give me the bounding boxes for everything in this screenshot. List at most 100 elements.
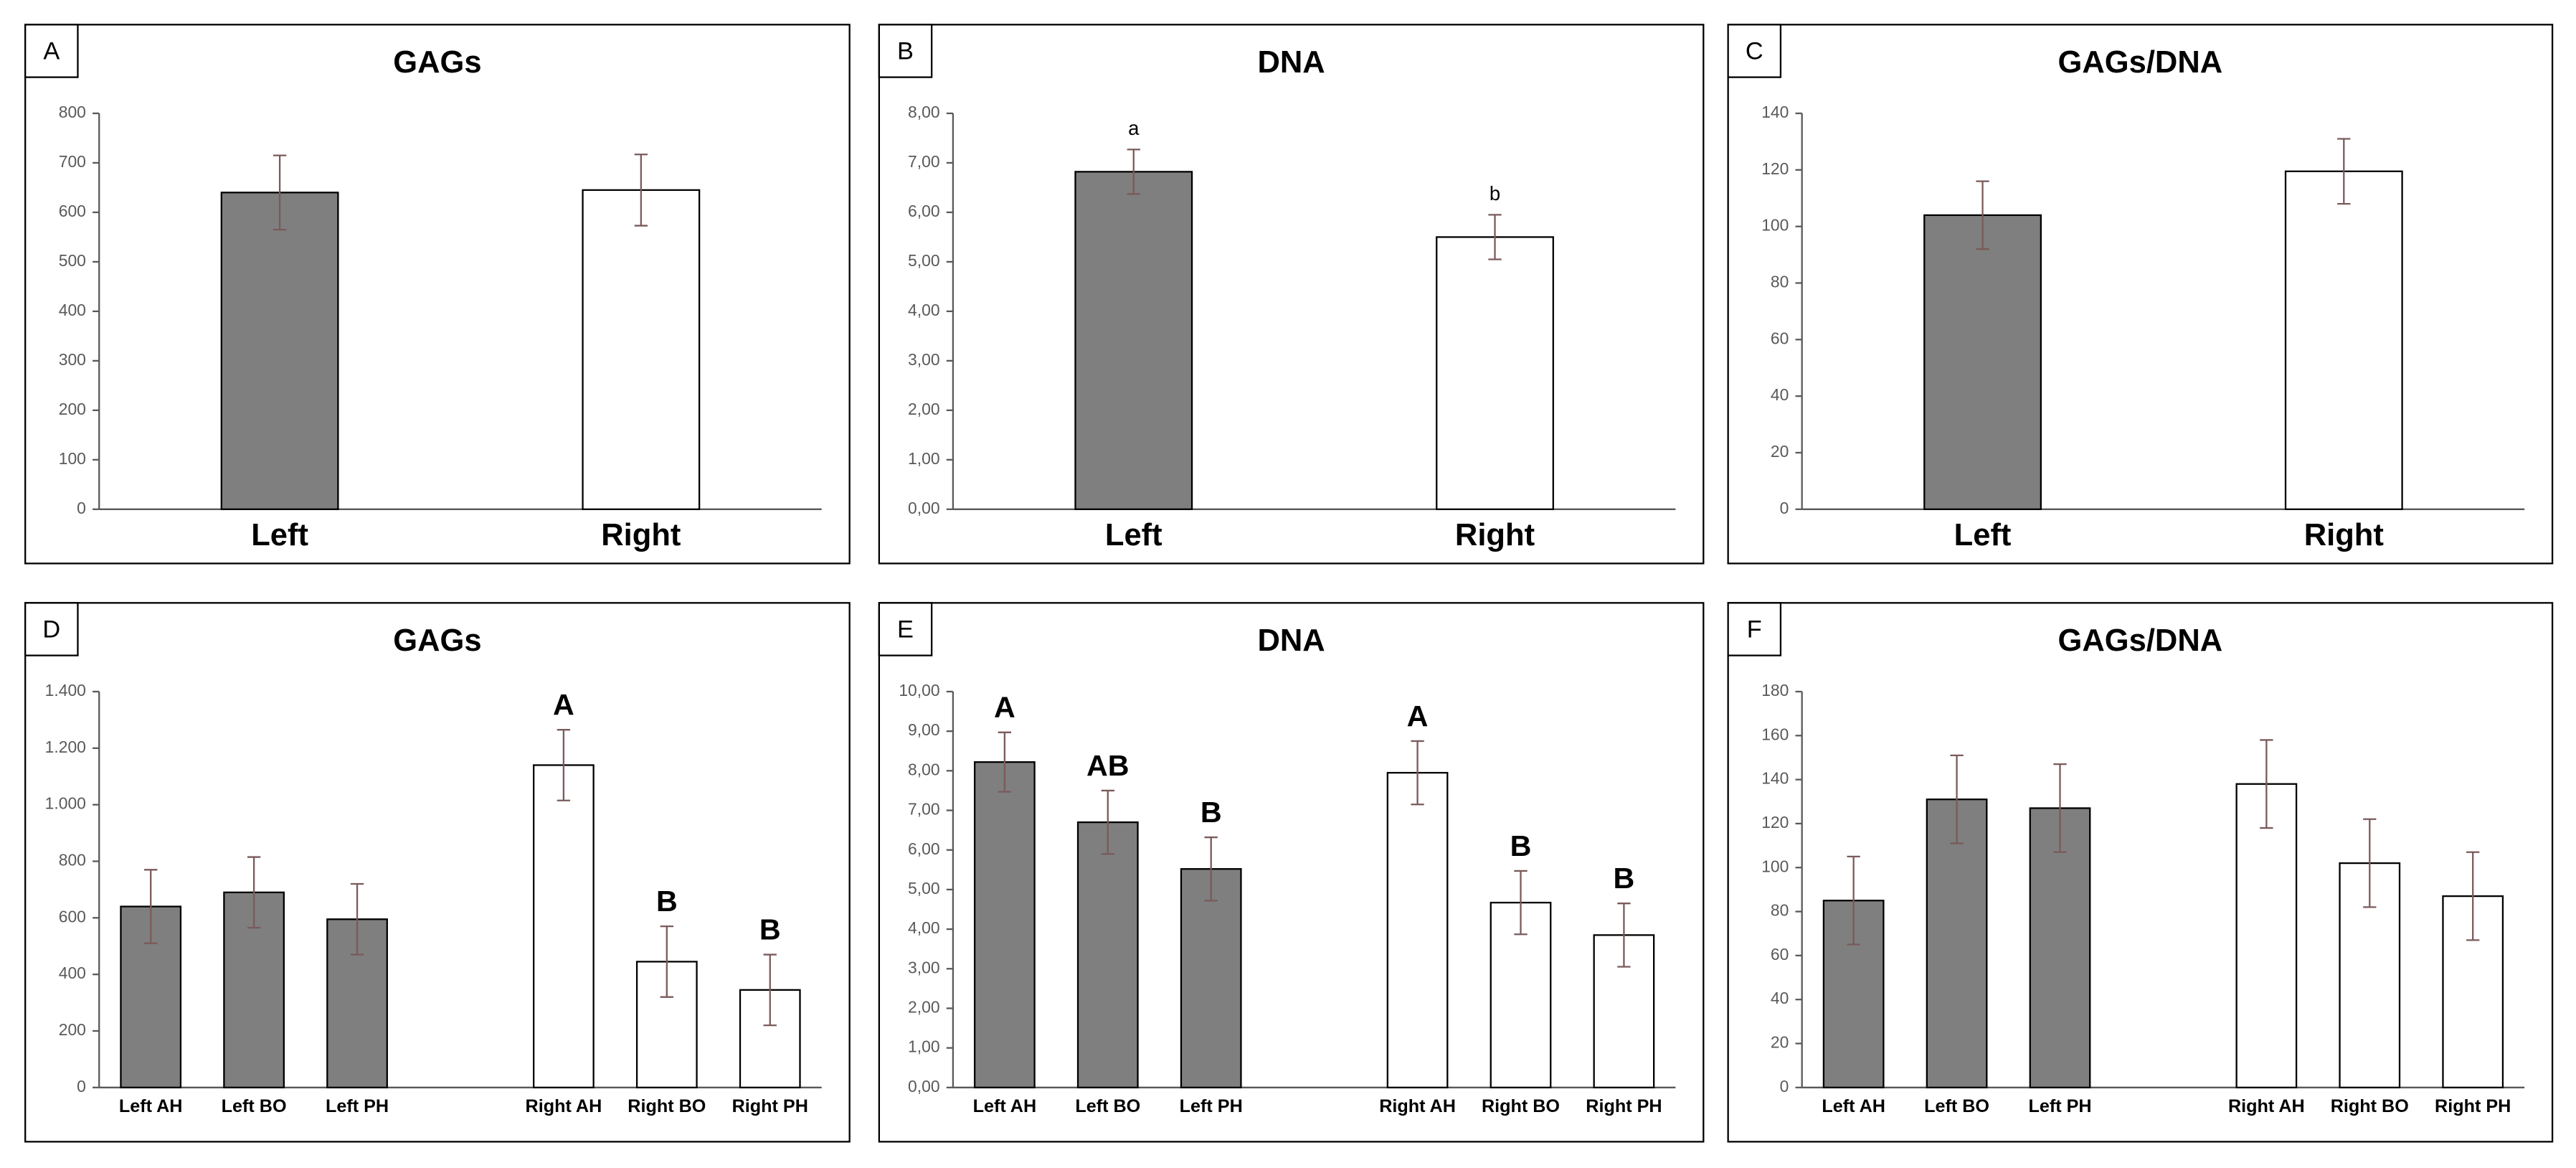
y-tick-label: 8,00 <box>908 760 940 778</box>
y-tick-label: 8,00 <box>908 103 940 121</box>
panel-frame <box>878 602 1705 1143</box>
y-tick-label: 160 <box>1761 725 1789 743</box>
panel-frame <box>24 24 851 565</box>
panel-letter: E <box>897 616 914 643</box>
y-tick-label: 5,00 <box>908 251 940 270</box>
significance-label: A <box>553 688 574 721</box>
error-bar <box>1950 754 1964 844</box>
significance-label: A <box>1407 700 1429 733</box>
y-tick-label: 600 <box>59 202 86 220</box>
bar <box>582 189 701 510</box>
y-tick-label: 4,00 <box>908 918 940 937</box>
bar <box>2235 783 2298 1088</box>
y-tick-label: 800 <box>59 103 86 121</box>
error-bar <box>1514 870 1528 936</box>
panel-frame <box>1727 24 2554 565</box>
error-bar <box>2337 138 2351 205</box>
y-tick-label: 20 <box>1771 442 1789 461</box>
significance-label: B <box>656 885 678 918</box>
x-tick-label: Left <box>1954 518 2012 552</box>
error-bar <box>350 882 364 956</box>
panel-letter: A <box>43 37 60 65</box>
y-tick-label: 200 <box>59 1020 86 1039</box>
bar <box>1923 214 2042 510</box>
error-bar <box>1101 789 1114 855</box>
x-tick-label: Right AH <box>2228 1096 2305 1116</box>
bar <box>1074 171 1193 510</box>
x-tick-label: Left PH <box>326 1096 389 1116</box>
significance-label: B <box>1614 862 1635 895</box>
y-tick-label: 60 <box>1771 945 1789 964</box>
x-tick-label: Left BO <box>222 1096 287 1116</box>
y-tick-label: 6,00 <box>908 202 940 220</box>
panel-letter-box <box>24 602 79 656</box>
panel-frame <box>878 24 1705 565</box>
y-tick-label: 700 <box>59 152 86 171</box>
error-bar <box>273 154 287 231</box>
error-bar <box>763 953 777 1027</box>
panel-letter: D <box>42 616 60 643</box>
x-tick-label: Right <box>1455 518 1535 552</box>
y-tick-label: 0 <box>1780 499 1789 517</box>
x-tick-label: Left <box>251 518 308 552</box>
panel-frame <box>1727 602 2554 1143</box>
y-tick-label: 100 <box>1761 216 1789 235</box>
panel-frame <box>24 602 851 1143</box>
y-tick-label: 120 <box>1761 813 1789 832</box>
panel-letter-box <box>878 602 933 656</box>
y-tick-label: 3,00 <box>908 958 940 976</box>
error-bar <box>247 856 261 929</box>
y-tick-label: 100 <box>59 449 86 468</box>
y-tick-label: 1,00 <box>908 1037 940 1056</box>
error-bar <box>2053 763 2067 853</box>
y-tick-label: 40 <box>1771 385 1789 404</box>
error-bar <box>634 154 648 227</box>
error-bar <box>2260 739 2273 829</box>
panel-letter-box <box>1727 602 1782 656</box>
y-tick-label: 600 <box>59 907 86 926</box>
x-tick-label: Right <box>2304 518 2384 552</box>
x-tick-label: Left BO <box>1924 1096 1989 1116</box>
y-tick-label: 20 <box>1771 1033 1789 1052</box>
y-tick-label: 180 <box>1761 681 1789 700</box>
error-bar <box>557 729 571 801</box>
error-bar <box>660 925 673 998</box>
significance-label: B <box>1510 829 1532 862</box>
significance-label: B <box>759 913 781 946</box>
bar <box>533 764 595 1088</box>
x-tick-label: Left <box>1105 518 1162 552</box>
error-bar <box>1127 149 1140 195</box>
chart-title: GAGs <box>393 623 481 658</box>
y-tick-label: 140 <box>1761 769 1789 788</box>
significance-label: B <box>1201 796 1222 829</box>
y-tick-label: 0,00 <box>908 1077 940 1096</box>
y-tick-label: 1.200 <box>45 738 86 756</box>
bar <box>2029 807 2091 1088</box>
chart-title: DNA <box>1257 623 1325 658</box>
y-tick-label: 500 <box>59 251 86 270</box>
x-tick-label: Right PH <box>1586 1096 1662 1116</box>
x-tick-label: Left PH <box>2028 1096 2091 1116</box>
y-tick-label: 300 <box>59 350 86 369</box>
bar <box>1436 236 1554 510</box>
y-tick-label: 0 <box>1780 1077 1789 1096</box>
y-tick-label: 200 <box>59 400 86 418</box>
error-bar <box>1847 855 1860 946</box>
significance-label: AB <box>1086 749 1130 782</box>
y-tick-label: 40 <box>1771 989 1789 1007</box>
x-tick-label: Left AH <box>119 1096 183 1116</box>
y-tick-label: 400 <box>59 301 86 319</box>
x-tick-label: Left PH <box>1180 1096 1243 1116</box>
x-tick-label: Right BO <box>1482 1096 1560 1116</box>
bar <box>220 192 339 510</box>
y-tick-label: 2,00 <box>908 400 940 418</box>
significance-label: A <box>994 691 1015 724</box>
y-tick-label: 80 <box>1771 273 1789 291</box>
y-tick-label: 0 <box>77 499 86 517</box>
y-tick-label: 6,00 <box>908 839 940 858</box>
y-tick-label: 0,00 <box>908 499 940 517</box>
chart-title: GAGs <box>393 45 481 80</box>
error-bar <box>998 731 1012 793</box>
